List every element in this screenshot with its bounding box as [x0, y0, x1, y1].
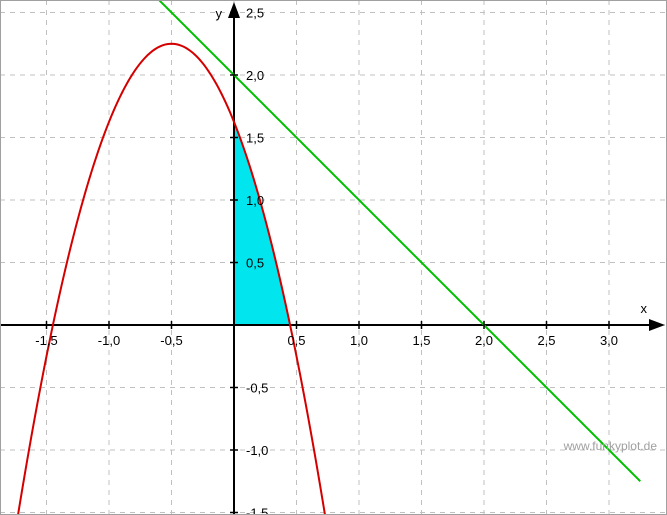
x-tick-label: -1,0 [98, 333, 120, 348]
y-tick-label: 1,0 [246, 193, 264, 208]
y-tick-label: 1,5 [246, 131, 264, 146]
chart-container: -1,5 -1,0 -0,5 0,5 1,0 1,5 2,0 2,5 3,0 -1,5 -1,0 -0… [0, 0, 667, 515]
x-tick-label: 2,0 [475, 333, 493, 348]
y-tick-label: -1,5 [246, 506, 268, 515]
y-axis-label: y [216, 6, 223, 21]
x-tick-label: 1,0 [350, 333, 368, 348]
watermark: www.funkyplot.de [563, 439, 658, 453]
plot-svg: -1,5 -1,0 -0,5 0,5 1,0 1,5 2,0 2,5 3,0 -1,5 -1,0 -0… [0, 0, 667, 515]
x-tick-label: 1,5 [412, 333, 430, 348]
y-tick-label: 0,5 [246, 256, 264, 271]
x-tick-label: -0,5 [160, 333, 182, 348]
y-tick-label: -0,5 [246, 381, 268, 396]
x-tick-label: 2,5 [537, 333, 555, 348]
y-tick-label: 2,0 [246, 68, 264, 83]
x-axis-label: x [641, 301, 648, 316]
x-tick-label: 3,0 [600, 333, 618, 348]
y-tick-label: -1,0 [246, 443, 268, 458]
x-tick-label: -1,5 [35, 333, 57, 348]
y-tick-label: 2,5 [246, 6, 264, 21]
x-tick-label: 0,5 [287, 333, 305, 348]
